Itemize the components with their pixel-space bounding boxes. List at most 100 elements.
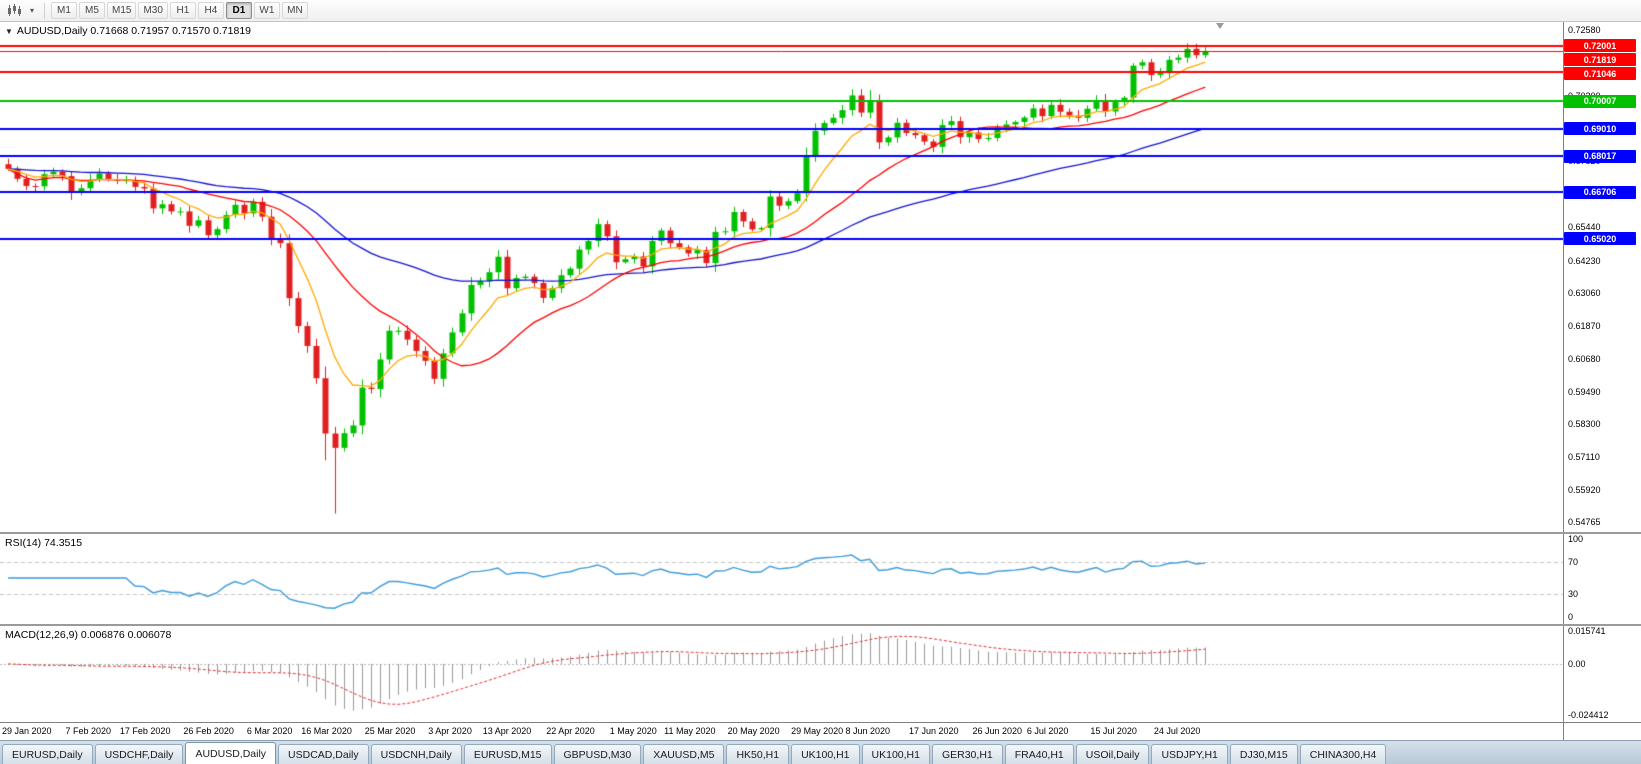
chart-tab-eurusd-daily[interactable]: EURUSD,Daily <box>2 744 93 764</box>
price-axis-tick: 0.57110 <box>1568 452 1600 463</box>
price-level-flag: 0.68017 <box>1564 149 1636 163</box>
chart-tab-usdcad-daily[interactable]: USDCAD,Daily <box>278 744 369 764</box>
price-axis-tick: 0.59490 <box>1568 386 1601 397</box>
rsi-readout: RSI(14) 74.3515 <box>5 537 83 549</box>
timeframe-button-d1[interactable]: D1 <box>225 2 252 19</box>
date-axis-label: 3 Apr 2020 <box>428 726 472 736</box>
chart-tab-usdcnh-daily[interactable]: USDCNH,Daily <box>370 744 462 764</box>
timeframe-button-m1[interactable]: M1 <box>51 2 77 19</box>
rsi-pane-row: RSI(14) 74.3515 100 70 30 0 <box>0 534 1641 624</box>
chart-tab-usdchf-daily[interactable]: USDCHF,Daily <box>94 744 184 764</box>
timeframe-button-h4[interactable]: H4 <box>197 2 224 19</box>
chart-tab-usdjpy-h1[interactable]: USDJPY,H1 <box>1151 744 1228 764</box>
date-axis-label: 29 Jan 2020 <box>2 726 52 736</box>
date-axis-label: 29 May 2020 <box>791 726 844 736</box>
timeframe-button-mn[interactable]: MN <box>281 2 308 19</box>
chart-tab-uk100-h1[interactable]: UK100,H1 <box>791 744 860 764</box>
date-axis-label: 26 Feb 2020 <box>183 726 234 736</box>
macd-scale-axis[interactable]: 0.015741 0.00 -0.024412 <box>1563 626 1641 722</box>
date-axis-label: 13 Apr 2020 <box>482 726 532 736</box>
rsi-scale-axis[interactable]: 100 70 30 0 <box>1563 534 1641 624</box>
date-axis-label: 26 Jun 2020 <box>972 726 1023 736</box>
price-axis-tick: 0.54765 <box>1568 517 1601 527</box>
date-axis-label: 20 May 2020 <box>727 726 780 736</box>
macd-axis-tick: 0.00 <box>1568 658 1586 669</box>
date-axis-label: 6 Mar 2020 <box>246 726 293 736</box>
chart-shift-marker[interactable] <box>1216 23 1225 29</box>
date-axis-label: 1 May 2020 <box>609 726 657 736</box>
chart-tab-uk100-h1[interactable]: UK100,H1 <box>861 744 930 764</box>
macd-axis-tick: -0.024412 <box>1568 710 1609 720</box>
rsi-chart-canvas[interactable] <box>0 534 1563 624</box>
date-axis-label: 16 Mar 2020 <box>301 726 352 736</box>
toolbar: ▾ M1 M5 M15 M30 H1 H4 D1 W1 MN <box>0 0 1641 22</box>
price-pane-label: ▼ AUDUSD,Daily 0.71668 0.71957 0.71570 0… <box>5 25 251 37</box>
date-axis-label: 17 Jun 2020 <box>909 726 959 736</box>
price-axis-tick: 0.60680 <box>1568 353 1601 364</box>
price-pane-row: ▼ AUDUSD,Daily 0.71668 0.71957 0.71570 0… <box>0 22 1641 532</box>
price-axis-tick: 0.65440 <box>1568 222 1601 233</box>
chart-tab-usoil-daily[interactable]: USOil,Daily <box>1075 744 1150 764</box>
date-axis-label: 24 Jul 2020 <box>1153 726 1201 736</box>
chart-tab-bar: EURUSD,Daily USDCHF,Daily AUDUSD,Daily USDC… <box>0 740 1641 764</box>
price-chart-canvas[interactable] <box>0 22 1563 532</box>
macd-pane-row: MACD(12,26,9) 0.006876 0.006078 0.015741… <box>0 626 1641 722</box>
date-axis-label: 8 Jun 2020 <box>845 726 891 736</box>
rsi-pane: RSI(14) 74.3515 <box>0 534 1563 624</box>
chart-tab-ger30-h1[interactable]: GER30,H1 <box>931 744 1003 764</box>
date-axis-label: 7 Feb 2020 <box>65 726 112 736</box>
chart-type-dropdown-icon[interactable]: ▾ <box>29 6 34 15</box>
price-axis-tick: 0.63060 <box>1568 287 1601 298</box>
price-pane: ▼ AUDUSD,Daily 0.71668 0.71957 0.71570 0… <box>0 22 1563 532</box>
price-axis-tick: 0.72580 <box>1568 25 1601 35</box>
price-level-flag: 0.71046 <box>1564 67 1636 81</box>
chart-tab-xauusd-m5[interactable]: XAUUSD,M5 <box>643 744 725 764</box>
rsi-axis-tick: 0 <box>1568 612 1574 622</box>
rsi-axis-tick: 70 <box>1568 557 1579 568</box>
timeframe-button-w1[interactable]: W1 <box>253 2 280 19</box>
chart-tab-fra40-h1[interactable]: FRA40,H1 <box>1004 744 1074 764</box>
price-level-flag: 0.65020 <box>1564 232 1636 246</box>
date-axis-label: 11 May 2020 <box>664 726 716 736</box>
toolbar-separator <box>44 2 45 19</box>
date-axis-label: 6 Jul 2020 <box>1026 726 1069 736</box>
timeframe-button-m30[interactable]: M30 <box>138 2 168 19</box>
chart-tab-eurusd-m15[interactable]: EURUSD,M15 <box>463 744 552 764</box>
chart-tab-china300-h4[interactable]: CHINA300,H4 <box>1299 744 1387 764</box>
chart-tab-audusd-daily[interactable]: AUDUSD,Daily <box>185 742 277 764</box>
timeframe-button-group: M1 M5 M15 M30 H1 H4 D1 W1 MN <box>51 2 308 19</box>
macd-chart-canvas[interactable] <box>0 626 1563 722</box>
price-level-flag: 0.72001 <box>1564 39 1636 53</box>
date-axis-label: 22 Apr 2020 <box>546 726 595 736</box>
timeframe-button-m15[interactable]: M15 <box>107 2 137 19</box>
date-axis-row: 29 Jan 2020 7 Feb 2020 17 Feb 2020 26 Feb 2… <box>0 722 1641 740</box>
price-axis-tick: 0.61870 <box>1568 320 1601 331</box>
date-axis-label: 17 Feb 2020 <box>119 726 171 736</box>
candlestick-icon <box>8 4 21 16</box>
chart-region: ▼ AUDUSD,Daily 0.71668 0.71957 0.71570 0… <box>0 22 1641 740</box>
chart-tab-dj30-m15[interactable]: DJ30,M15 <box>1229 744 1298 764</box>
rsi-axis-tick: 30 <box>1568 588 1579 599</box>
date-axis-label: 25 Mar 2020 <box>364 726 416 736</box>
price-axis-tick: 0.64230 <box>1568 255 1601 266</box>
price-axis-tick: 0.55920 <box>1568 485 1601 496</box>
price-level-flag: 0.69010 <box>1564 122 1636 136</box>
pane-separator[interactable] <box>0 532 1641 534</box>
chart-type-icon[interactable] <box>4 2 24 20</box>
axis-corner <box>1563 723 1641 740</box>
ohlc-readout: AUDUSD,Daily 0.71668 0.71957 0.71570 0.7… <box>16 25 252 37</box>
rsi-pane-label: RSI(14) 74.3515 <box>5 537 82 549</box>
date-axis[interactable]: 29 Jan 2020 7 Feb 2020 17 Feb 2020 26 Feb 2… <box>0 723 1563 740</box>
symbol-dropdown-icon[interactable]: ▼ <box>5 26 13 36</box>
pane-separator[interactable] <box>0 624 1641 626</box>
chart-tab-gbpusd-m30[interactable]: GBPUSD,M30 <box>553 744 642 764</box>
macd-pane-label: MACD(12,26,9) 0.006876 0.006078 <box>5 629 171 641</box>
macd-readout: MACD(12,26,9) 0.006876 0.006078 <box>5 629 172 641</box>
timeframe-button-m5[interactable]: M5 <box>79 2 105 19</box>
price-scale-axis[interactable]: 0.725800.713900.702000.690100.678200.666… <box>1563 22 1641 532</box>
date-axis-label: 15 Jul 2020 <box>1090 726 1137 736</box>
timeframe-button-h1[interactable]: H1 <box>169 2 196 19</box>
price-axis-tick: 0.58300 <box>1568 419 1601 430</box>
chart-tab-hk50-h1[interactable]: HK50,H1 <box>726 744 790 764</box>
